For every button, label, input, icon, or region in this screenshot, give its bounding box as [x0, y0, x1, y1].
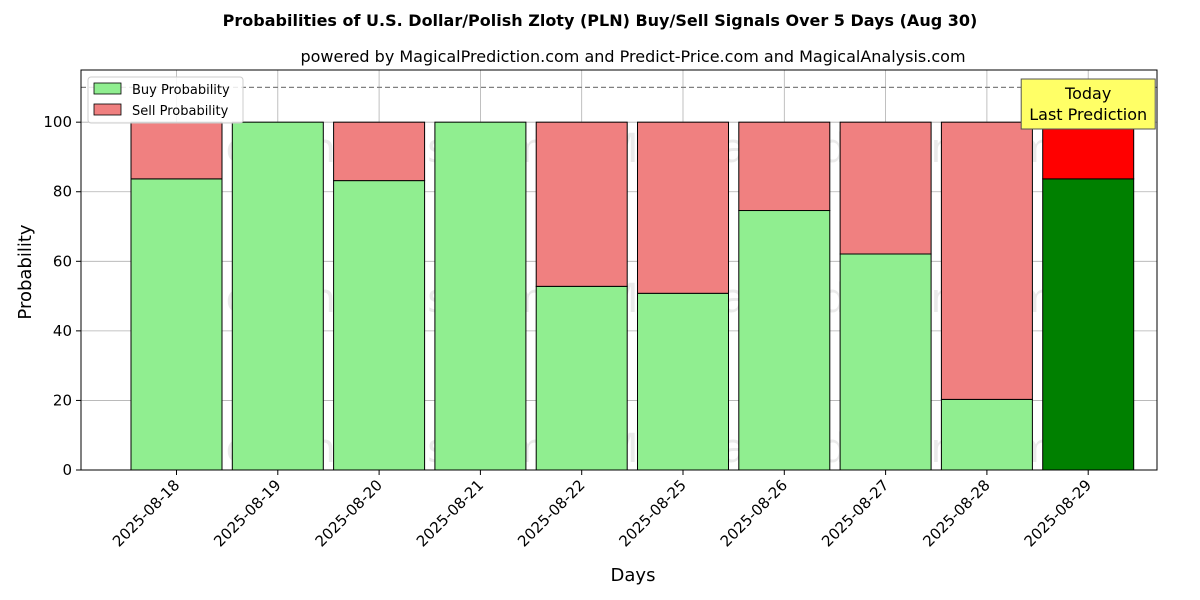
plot-frame — [80, 69, 1158, 471]
plot-border — [80, 69, 1158, 471]
x-axis-ticks: 2025-08-18 2025-08-19 2025-08-20 2025-08-21… — [109, 470, 1095, 550]
sell-bar — [738, 121, 831, 212]
legend-swatch — [93, 103, 122, 116]
buy-bar — [940, 398, 1033, 471]
x-tick-label: 2025-08-25 — [615, 476, 689, 550]
buy-bar — [1042, 178, 1135, 471]
buy-bar — [738, 210, 831, 471]
annotation-line-2: Last Prediction — [1029, 105, 1147, 124]
x-tick-label: 2025-08-20 — [312, 476, 386, 550]
x-tick-label: 2025-08-19 — [210, 476, 284, 550]
sell-bar — [637, 121, 729, 294]
buy-bar — [130, 178, 223, 471]
legend-label: Sell Probability — [132, 104, 229, 119]
chart-title: Probabilities of U.S. Dollar/Polish Zlot… — [223, 11, 978, 30]
x-tick-label: 2025-08-28 — [919, 476, 993, 550]
sell-bar — [940, 121, 1033, 400]
y-tick-label: 20 — [53, 391, 72, 409]
sell-bar — [839, 121, 932, 255]
x-tick-label: 2025-08-22 — [514, 476, 588, 550]
buy-bar — [231, 121, 324, 471]
buy-bar — [637, 292, 729, 471]
annotation-line-1: Today — [1064, 84, 1111, 103]
x-tick-label: 2025-08-29 — [1021, 476, 1095, 550]
y-tick-label: 0 — [62, 461, 72, 479]
y-tick-label: 100 — [43, 113, 72, 131]
x-tick-label: 2025-08-26 — [717, 476, 791, 550]
buy-bar — [839, 253, 932, 471]
x-tick-label: 2025-08-18 — [109, 476, 183, 550]
y-tick-label: 40 — [53, 322, 72, 340]
sell-bar — [535, 121, 628, 287]
legend-label: Buy Probability — [132, 83, 230, 98]
legend-swatch — [93, 82, 122, 95]
annotation-box — [1020, 78, 1156, 130]
sell-bar — [1042, 121, 1135, 180]
x-axis-label: Days — [611, 565, 656, 586]
buy-bar — [434, 121, 527, 471]
bars — [130, 121, 1135, 471]
x-tick-label: 2025-08-21 — [413, 476, 487, 550]
sell-bar — [130, 121, 223, 180]
today-annotation: Today Last Prediction — [1020, 78, 1156, 130]
x-tick-label: 2025-08-27 — [818, 476, 892, 550]
legend: Buy Probability Sell Probability — [87, 76, 244, 124]
y-tick-label: 60 — [53, 252, 72, 270]
y-tick-label: 80 — [53, 183, 72, 201]
buy-bar — [333, 180, 426, 471]
y-axis-label: Probability — [15, 224, 36, 319]
y-axis-ticks: 0 20 40 60 80 100 — [43, 113, 81, 479]
chart-subtitle: powered by MagicalPrediction.com and Pre… — [300, 47, 965, 66]
legend-box — [87, 76, 244, 124]
sell-bar — [333, 121, 426, 182]
buy-bar — [535, 285, 628, 471]
